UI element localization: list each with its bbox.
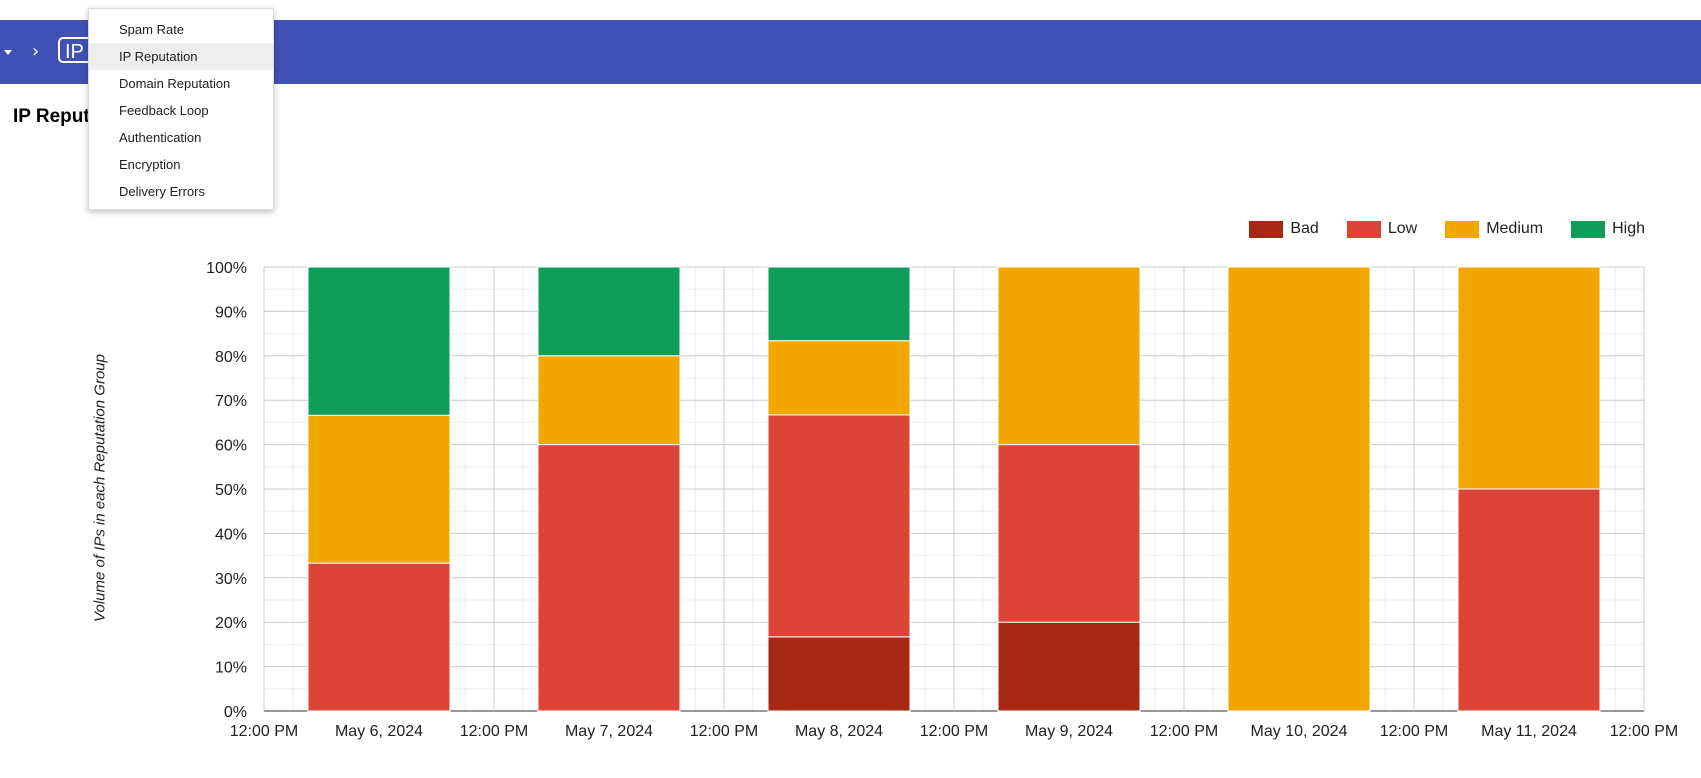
bar-low bbox=[767, 414, 911, 638]
y-tick-label: 50% bbox=[215, 482, 247, 499]
y-tick-label: 80% bbox=[215, 349, 247, 366]
y-axis-title: Volume of IPs in each Reputation Group bbox=[91, 354, 109, 622]
menu-item-ip-reputation[interactable]: IP Reputation bbox=[89, 43, 273, 70]
menu-item-delivery-errors[interactable]: Delivery Errors bbox=[119, 184, 205, 199]
y-tick-label: 90% bbox=[215, 304, 247, 321]
y-tick-label: 10% bbox=[215, 660, 247, 677]
bar-medium bbox=[997, 266, 1141, 446]
y-tick-label: 20% bbox=[215, 615, 247, 632]
bar-bad bbox=[767, 636, 911, 712]
legend-label-bad: Bad bbox=[1290, 220, 1319, 237]
x-tick-label: 12:00 PM bbox=[1150, 723, 1218, 740]
x-tick-label: 12:00 PM bbox=[920, 723, 988, 740]
x-tick-label: May 6, 2024 bbox=[335, 723, 423, 740]
bar-medium bbox=[767, 340, 911, 416]
x-tick-label: 12:00 PM bbox=[1610, 723, 1678, 740]
y-tick-label: 0% bbox=[224, 704, 247, 721]
bar-medium bbox=[1457, 266, 1601, 490]
legend-item-bad[interactable]: Bad bbox=[1249, 220, 1319, 238]
y-tick-label: 70% bbox=[215, 393, 247, 410]
legend-swatch-medium bbox=[1445, 220, 1480, 238]
y-tick-label: 60% bbox=[215, 438, 247, 455]
bar-medium bbox=[1227, 266, 1371, 712]
bar-low bbox=[307, 562, 451, 712]
x-tick-label: 12:00 PM bbox=[690, 723, 758, 740]
x-tick-label: May 11, 2024 bbox=[1481, 723, 1577, 740]
bar-bad bbox=[997, 621, 1141, 712]
legend-label-low: Low bbox=[1387, 220, 1418, 237]
y-tick-label: 40% bbox=[215, 526, 247, 543]
legend-label-medium: Medium bbox=[1486, 220, 1544, 237]
legend-swatch-bad bbox=[1249, 220, 1284, 238]
legend-item-high[interactable]: High bbox=[1571, 220, 1645, 238]
legend-swatch-low bbox=[1346, 220, 1381, 238]
x-tick-label: 12:00 PM bbox=[460, 723, 528, 740]
legend-swatch-high bbox=[1571, 220, 1606, 238]
y-tick-label: 100% bbox=[206, 260, 247, 277]
x-tick-label: 12:00 PM bbox=[1380, 723, 1448, 740]
y-tick-label: 30% bbox=[215, 571, 247, 588]
dropdown-caret-icon[interactable] bbox=[4, 50, 12, 55]
x-tick-label: May 9, 2024 bbox=[1025, 723, 1113, 740]
legend-item-low[interactable]: Low bbox=[1346, 220, 1418, 238]
chevron-right-icon: › bbox=[32, 41, 40, 62]
bar-low bbox=[997, 444, 1141, 623]
menu-item-encryption[interactable]: Encryption bbox=[119, 157, 181, 172]
menu-item-feedback-loop[interactable]: Feedback Loop bbox=[119, 103, 209, 118]
bar-medium bbox=[307, 414, 451, 564]
menu-item-authentication[interactable]: Authentication bbox=[119, 130, 202, 145]
bar-high bbox=[307, 266, 451, 416]
bar-high bbox=[767, 266, 911, 342]
report-type-menu: Spam Rate IP Reputation Domain Reputatio… bbox=[88, 8, 274, 210]
legend-label-high: High bbox=[1612, 220, 1645, 237]
menu-item-domain-reputation[interactable]: Domain Reputation bbox=[119, 76, 231, 91]
x-tick-label: 12:00 PM bbox=[230, 723, 298, 740]
x-tick-label: May 7, 2024 bbox=[565, 723, 653, 740]
bar-medium bbox=[537, 355, 681, 446]
x-tick-label: May 10, 2024 bbox=[1251, 723, 1348, 740]
menu-item-spam-rate[interactable]: Spam Rate bbox=[119, 22, 185, 37]
legend-item-medium[interactable]: Medium bbox=[1445, 220, 1543, 238]
top-app-bar: › IP bbox=[0, 20, 1701, 84]
x-tick-label: May 8, 2024 bbox=[795, 723, 883, 740]
chart-legend: Bad Low Medium High bbox=[1249, 220, 1645, 238]
bar-low bbox=[1457, 488, 1601, 712]
bar-high bbox=[537, 266, 681, 357]
bar-low bbox=[537, 444, 681, 712]
